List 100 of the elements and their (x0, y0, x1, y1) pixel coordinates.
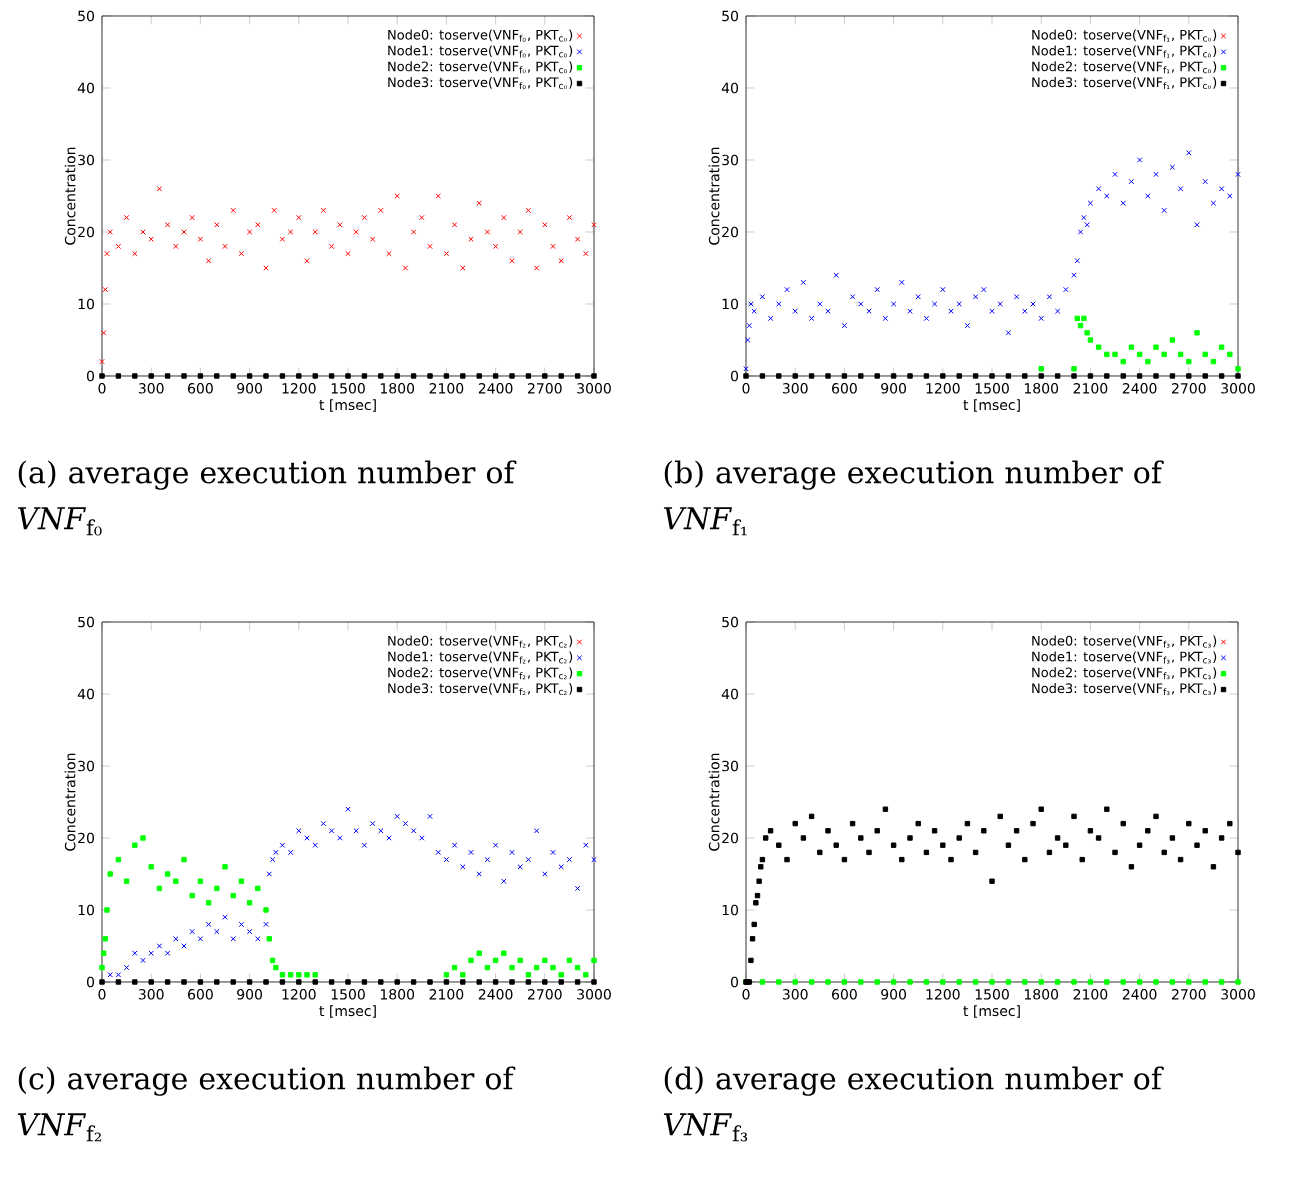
point (214, 885, 220, 892)
point (394, 979, 400, 985)
point (574, 979, 581, 985)
point (989, 373, 995, 379)
point (1054, 373, 1061, 379)
point (361, 979, 368, 985)
point (164, 979, 171, 985)
point (246, 979, 253, 985)
point (1104, 373, 1110, 379)
point (907, 373, 913, 379)
point (525, 972, 532, 978)
point (1194, 330, 1200, 336)
point (107, 871, 113, 877)
point (181, 856, 187, 863)
point (1081, 315, 1087, 322)
point (214, 979, 220, 985)
point (115, 979, 122, 985)
point (1136, 373, 1143, 379)
point (825, 373, 831, 379)
text: (c) average execution number of VNF$_{f₂}$ (17, 1066, 516, 1142)
point (304, 972, 310, 978)
point (279, 979, 286, 985)
point (509, 964, 515, 971)
point (808, 373, 815, 379)
point (1169, 373, 1176, 379)
point (345, 979, 351, 985)
point (1104, 351, 1110, 358)
point (197, 979, 204, 985)
point (189, 892, 195, 899)
point (1112, 351, 1118, 358)
point (1071, 366, 1077, 372)
point (99, 964, 105, 971)
point (328, 979, 335, 985)
point (1202, 373, 1208, 379)
point (246, 900, 253, 906)
point (1038, 366, 1044, 372)
point (1038, 373, 1044, 379)
point (312, 979, 318, 985)
point (273, 964, 279, 971)
point (460, 979, 466, 985)
point (263, 907, 269, 913)
text: (d) average execution number of VNF$_{f₃}$ (663, 1066, 1164, 1142)
point (501, 950, 507, 956)
point (542, 979, 548, 985)
point (164, 871, 171, 877)
point (230, 892, 236, 899)
point (1161, 351, 1167, 358)
point (558, 972, 564, 978)
point (1120, 358, 1126, 365)
point (558, 979, 564, 985)
point (205, 900, 212, 906)
point (99, 979, 105, 985)
point (972, 373, 979, 379)
point (1235, 366, 1241, 372)
point (287, 972, 294, 978)
point (1145, 358, 1151, 365)
point (923, 373, 930, 379)
point (1153, 344, 1159, 350)
point (148, 979, 154, 985)
point (296, 979, 302, 985)
point (279, 972, 286, 978)
point (492, 979, 499, 985)
point (476, 950, 482, 956)
point (841, 373, 848, 379)
point (956, 373, 962, 379)
point (1235, 373, 1241, 379)
point (1186, 373, 1192, 379)
point (1153, 373, 1159, 379)
point (132, 979, 138, 985)
point (1022, 373, 1028, 379)
point (583, 972, 589, 978)
point (378, 979, 384, 985)
point (890, 373, 897, 379)
point (1084, 330, 1090, 336)
point (312, 972, 318, 978)
point (759, 373, 766, 379)
point (266, 936, 272, 942)
point (104, 907, 110, 913)
point (1071, 373, 1077, 379)
point (1087, 373, 1094, 379)
point (197, 878, 204, 884)
point (460, 972, 466, 978)
point (1074, 315, 1080, 322)
point (1087, 337, 1094, 343)
text: (a) average execution number of VNF$_{f₀}$ (17, 460, 517, 536)
point (230, 979, 236, 985)
point (1169, 337, 1176, 343)
point (102, 936, 108, 942)
point (263, 979, 269, 985)
point (776, 373, 782, 379)
point (140, 835, 146, 841)
point (222, 864, 228, 870)
point (296, 972, 302, 978)
point (1095, 344, 1102, 350)
point (173, 878, 179, 884)
point (132, 842, 138, 848)
point (476, 979, 482, 985)
point (443, 972, 450, 978)
point (940, 373, 946, 379)
point (123, 878, 130, 884)
